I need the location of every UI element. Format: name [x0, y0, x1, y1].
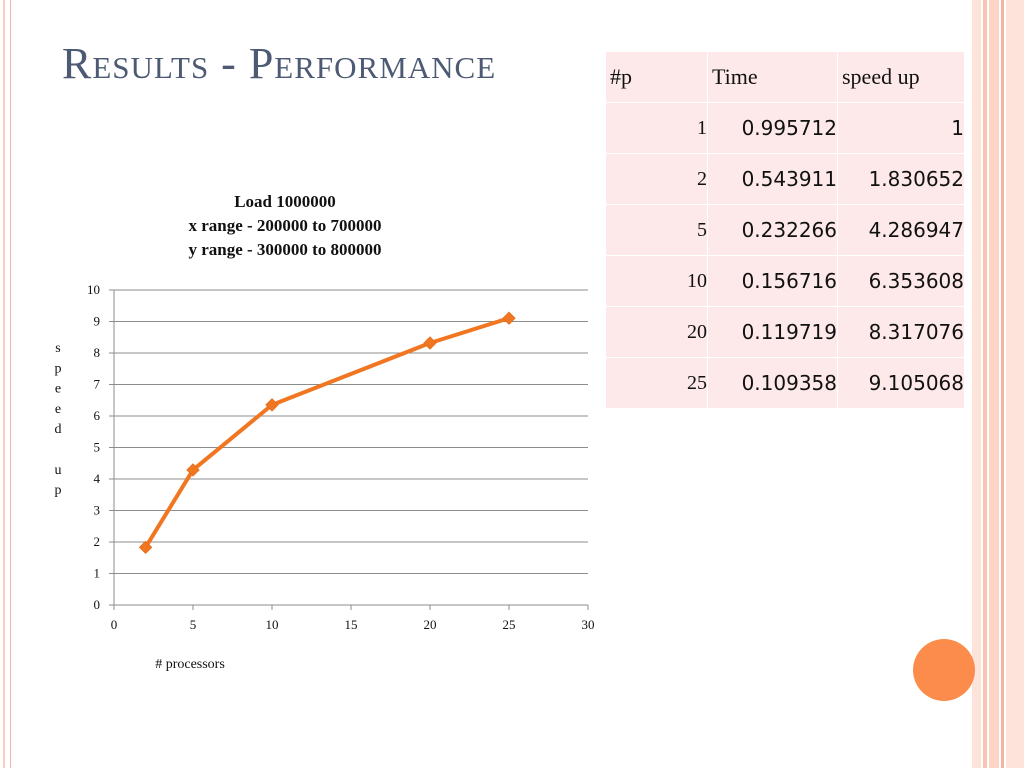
cell-time: 0.543911	[707, 153, 838, 205]
cell-time: 0.156716	[707, 255, 838, 307]
x-tick-label: 0	[111, 617, 118, 632]
y-tick-label: 7	[94, 377, 101, 392]
cell-speedup: 8.317076	[837, 306, 965, 358]
x-tick-label: 10	[266, 617, 279, 632]
results-table: #p Time speed up 1 0.995712 1 2 0.543911 1.83…	[605, 51, 965, 409]
y-axis-label-letter: p	[55, 483, 62, 498]
table-row: 5 0.232266 4.286947	[605, 204, 965, 256]
cell-p: 25	[605, 357, 708, 409]
right-stripe-decoration	[972, 0, 1024, 768]
table-row: 10 0.156716 6.353608	[605, 255, 965, 307]
cell-time: 0.109358	[707, 357, 838, 409]
cell-p: 20	[605, 306, 708, 358]
cell-speedup: 6.353608	[837, 255, 965, 307]
cell-time: 0.119719	[707, 306, 838, 358]
data-point-marker	[265, 398, 279, 412]
y-tick-label: 5	[94, 440, 101, 455]
y-axis-label-letter: u	[55, 463, 62, 478]
y-axis-label-letter: p	[55, 361, 62, 376]
x-tick-label: 25	[503, 617, 516, 632]
y-tick-label: 1	[94, 566, 101, 581]
x-axis-label: # processors	[155, 657, 225, 672]
y-axis-label-letter: d	[55, 422, 62, 437]
y-axis-label-letter: e	[55, 402, 61, 417]
data-point-marker	[138, 540, 153, 555]
cell-p: 2	[605, 153, 708, 205]
table-row: 20 0.119719 8.317076	[605, 306, 965, 358]
table-row: 2 0.543911 1.830652	[605, 153, 965, 205]
table-row: 25 0.109358 9.105068	[605, 357, 965, 409]
y-axis-label-letter: e	[55, 382, 61, 397]
y-tick-label: 10	[87, 282, 100, 297]
y-tick-label: 3	[94, 503, 101, 518]
x-tick-label: 20	[424, 617, 437, 632]
speedup-chart: Load 1000000 x range - 200000 to 700000 y …	[55, 192, 595, 672]
table-row: 1 0.995712 1	[605, 102, 965, 154]
y-tick-label: 2	[94, 534, 101, 549]
column-header-time: Time	[707, 51, 838, 103]
left-border-decoration	[0, 0, 11, 768]
page-title: Results - Performance	[62, 39, 497, 88]
cell-speedup: 9.105068	[837, 357, 965, 409]
column-header-speedup: speed up	[837, 51, 965, 103]
table-header-row: #p Time speed up	[605, 51, 965, 103]
chart-title-line: Load 1000000	[234, 192, 336, 211]
y-tick-label: 4	[94, 471, 101, 486]
cell-time: 0.995712	[707, 102, 838, 154]
x-tick-label: 15	[345, 617, 358, 632]
y-tick-label: 0	[94, 597, 101, 612]
column-header-p: #p	[605, 51, 708, 103]
cell-time: 0.232266	[707, 204, 838, 256]
decorative-circle	[913, 639, 975, 701]
cell-p: 10	[605, 255, 708, 307]
chart-title-line: y range - 300000 to 800000	[188, 240, 381, 259]
data-point-marker	[502, 311, 516, 325]
cell-p: 1	[605, 102, 708, 154]
cell-speedup: 1	[837, 102, 965, 154]
x-tick-label: 5	[190, 617, 197, 632]
data-point-marker	[186, 463, 200, 477]
chart-title-line: x range - 200000 to 700000	[188, 216, 381, 235]
y-axis-label-letter: s	[55, 341, 60, 356]
y-tick-label: 9	[94, 314, 101, 329]
cell-speedup: 4.286947	[837, 204, 965, 256]
y-tick-label: 8	[94, 345, 101, 360]
cell-speedup: 1.830652	[837, 153, 965, 205]
x-tick-label: 30	[582, 617, 595, 632]
data-point-marker	[423, 336, 437, 350]
cell-p: 5	[605, 204, 708, 256]
y-tick-label: 6	[94, 408, 101, 423]
